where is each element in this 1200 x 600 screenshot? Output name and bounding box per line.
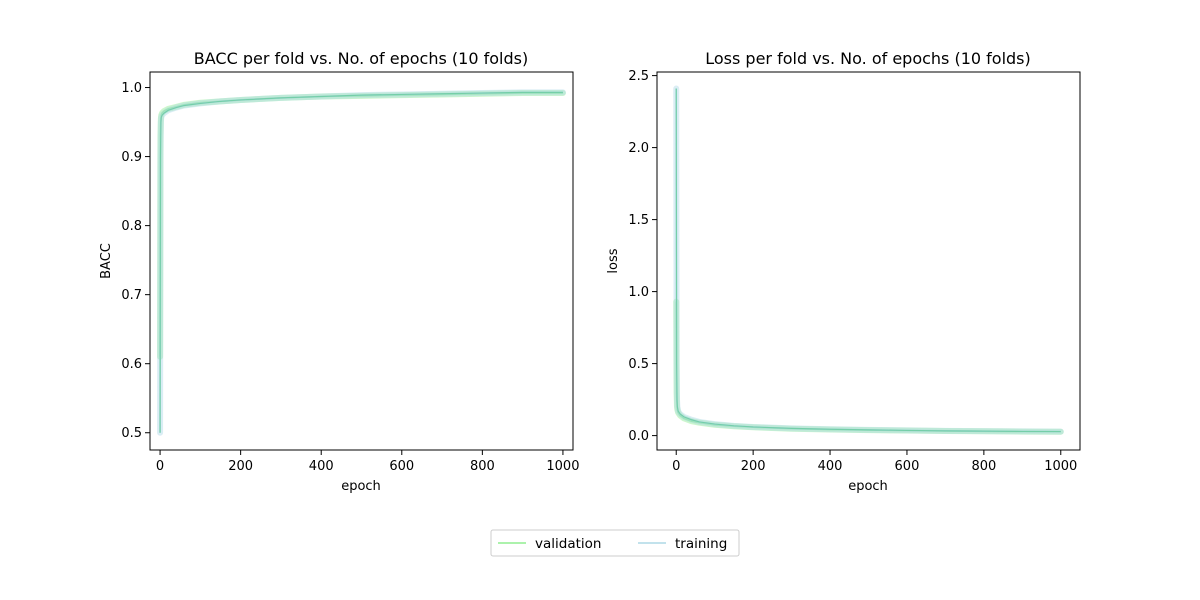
- bacc-y-axis-label: BACC: [99, 243, 114, 279]
- loss-y-axis-label: loss: [606, 248, 621, 273]
- loss-x-tick-label: 400: [818, 459, 843, 474]
- loss-subplot: Loss per fold vs. No. of epochs (10 fold…: [606, 49, 1081, 494]
- loss-y-tick-label: 1.0: [628, 285, 649, 300]
- loss-y-tick-label: 0.0: [628, 429, 649, 444]
- bacc-y-tick-label: 0.8: [121, 219, 142, 234]
- bacc-x-tick-label: 600: [389, 459, 414, 474]
- loss-x-tick-label: 800: [971, 459, 996, 474]
- loss-y-tick-label: 2.0: [628, 141, 649, 156]
- bacc-series-overlap-core: [159, 91, 563, 433]
- bacc-series-line-training: [159, 91, 563, 433]
- legend-frame: [490, 529, 740, 557]
- legend-label-validation: validation: [535, 536, 601, 552]
- loss-y-tick-label: 0.5: [628, 357, 649, 372]
- loss-y-tick-label: 2.5: [628, 69, 649, 84]
- bacc-plot-frame: [149, 71, 574, 451]
- legend: validation training: [490, 529, 740, 557]
- loss-x-tick-label: 1000: [1044, 459, 1077, 474]
- legend-label-training: training: [675, 536, 727, 552]
- bacc-series-band-validation: [157, 90, 566, 360]
- bacc-x-tick-label: 400: [309, 459, 334, 474]
- loss-x-ticks: 0 200 400 600 800 1000: [672, 450, 1077, 474]
- bacc-subplot: BACC per fold vs. No. of epochs (10 fold…: [99, 49, 579, 494]
- loss-plot-lines: [673, 85, 1064, 435]
- loss-plot-frame: [656, 71, 1081, 451]
- bacc-series-band-training: [157, 89, 566, 436]
- loss-x-axis-label: epoch: [848, 479, 888, 494]
- bacc-x-tick-label: 1000: [546, 459, 579, 474]
- loss-x-tick-label: 600: [895, 459, 920, 474]
- bacc-x-tick-label: 200: [228, 459, 253, 474]
- bacc-y-tick-label: 0.9: [121, 150, 142, 165]
- bacc-x-tick-label: 0: [156, 459, 164, 474]
- bacc-x-axis-label: epoch: [341, 479, 381, 494]
- loss-series-line-validation: [675, 301, 1061, 433]
- bacc-x-ticks: 0 200 400 600 800 1000: [156, 450, 579, 474]
- bacc-y-ticks: 0.5 0.6 0.7 0.8 0.9 1.0: [121, 81, 150, 441]
- loss-y-ticks: 0.0 0.5 1.0 1.5 2.0 2.5: [628, 69, 657, 444]
- loss-series-band-validation: [673, 298, 1064, 435]
- bacc-series-line-validation: [159, 92, 563, 357]
- bacc-y-tick-label: 0.5: [121, 426, 142, 441]
- loss-series-overlap-core: [675, 88, 1061, 433]
- bacc-chart-title: BACC per fold vs. No. of epochs (10 fold…: [194, 49, 528, 68]
- loss-chart-title: Loss per fold vs. No. of epochs (10 fold…: [705, 49, 1031, 68]
- bacc-y-tick-label: 0.7: [121, 288, 142, 303]
- loss-series-line-training: [675, 88, 1061, 433]
- loss-series-band-training: [673, 85, 1064, 435]
- loss-x-tick-label: 0: [672, 459, 680, 474]
- loss-y-tick-label: 1.5: [628, 213, 649, 228]
- bacc-y-tick-label: 0.6: [121, 357, 142, 372]
- bacc-x-tick-label: 800: [470, 459, 495, 474]
- loss-x-tick-label: 200: [741, 459, 766, 474]
- bacc-plot-lines: [157, 89, 566, 436]
- bacc-y-tick-label: 1.0: [121, 81, 142, 96]
